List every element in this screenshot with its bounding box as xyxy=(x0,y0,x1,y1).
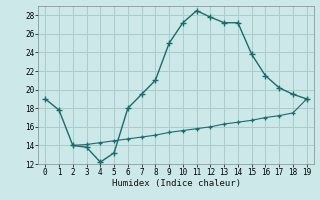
X-axis label: Humidex (Indice chaleur): Humidex (Indice chaleur) xyxy=(111,179,241,188)
